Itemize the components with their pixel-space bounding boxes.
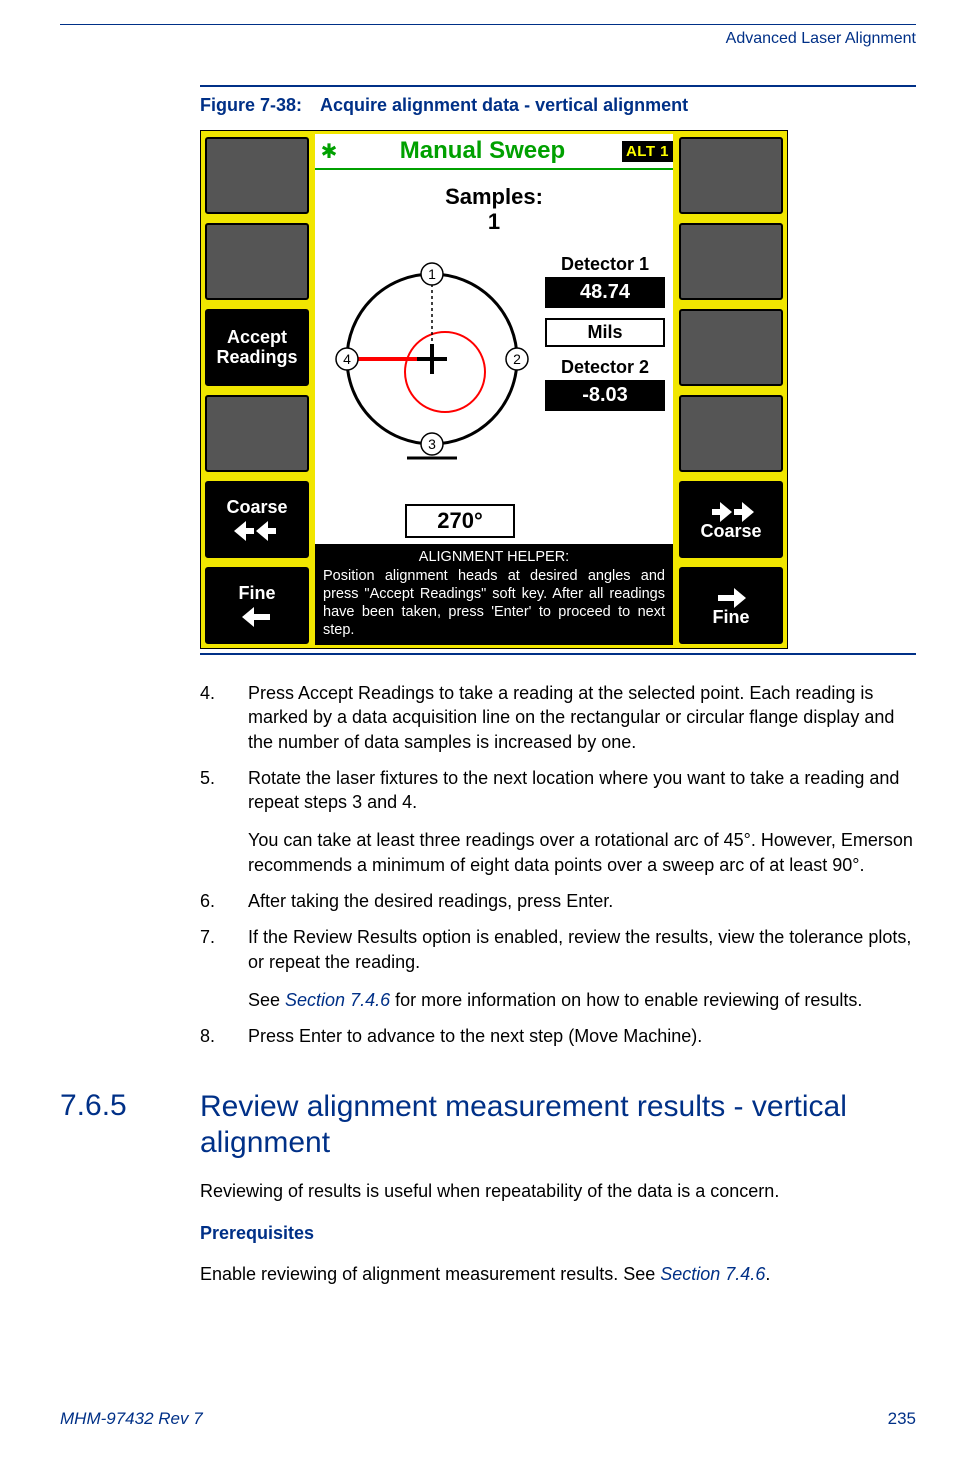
detector-1-label: Detector 1 [545, 254, 665, 275]
footer-doc-id: MHM-97432 Rev 7 [60, 1409, 203, 1429]
step-7-text-b-post: for more information on how to enable re… [390, 990, 862, 1010]
double-arrow-right-icon [708, 502, 754, 522]
step-7-text-b-pre: See [248, 990, 285, 1010]
figure-caption: Figure 7-38: Acquire alignment data - ver… [200, 95, 916, 116]
step-5-number: 5. [200, 766, 248, 877]
step-6-key: Enter [566, 891, 608, 911]
step-8-number: 8. [200, 1024, 248, 1048]
coarse-left-label: Coarse [226, 498, 287, 518]
procedure-steps: 4. Press Accept Readings to take a readi… [200, 681, 916, 1049]
section-title: Review alignment measurement results - v… [200, 1089, 916, 1161]
section-number: 7.6.5 [60, 1089, 200, 1161]
angle-readout: 270° [405, 504, 515, 538]
step-6-text-a: After taking the desired readings, press [248, 891, 566, 911]
step-4-text-a: Press [248, 683, 298, 703]
figure-caption-title: Acquire alignment data - vertical alignm… [320, 95, 688, 115]
softkey-right-1[interactable] [679, 137, 783, 214]
device-screen: ✱ Manual Sweep ALT 1 Samples: 1 [315, 134, 673, 645]
alignment-dial: 1 2 3 4 [327, 254, 537, 464]
samples-readout: Samples: 1 [315, 184, 673, 235]
fine-right-button[interactable]: Fine [679, 567, 783, 644]
figure-bottom-rule [200, 653, 916, 655]
detector-2-label: Detector 2 [545, 357, 665, 378]
step-5: 5. Rotate the laser fixtures to the next… [200, 766, 916, 877]
section-link-7-4-6[interactable]: Section 7.4.6 [285, 990, 390, 1010]
figure-top-rule [200, 85, 916, 87]
title-underline [315, 168, 673, 170]
fine-right-label: Fine [712, 608, 749, 628]
step-7-text-a: If the Review Results option is enabled,… [248, 925, 916, 974]
arrow-right-icon [716, 588, 746, 608]
helper-title: ALIGNMENT HELPER: [323, 548, 665, 566]
step-7: 7. If the Review Results option is enabl… [200, 925, 916, 1012]
section-intro: Reviewing of results is useful when repe… [200, 1179, 916, 1203]
step-7-number: 7. [200, 925, 248, 1012]
svg-text:4: 4 [343, 351, 351, 367]
prereq-text-post: . [765, 1264, 770, 1284]
step-5-text-b: You can take at least three readings ove… [248, 828, 916, 877]
figure-caption-prefix: Figure 7-38: [200, 95, 302, 115]
alignment-helper: ALIGNMENT HELPER: Position alignment hea… [315, 544, 673, 645]
step-8-text-a: Press [248, 1026, 299, 1046]
fine-left-button[interactable]: Fine [205, 567, 309, 644]
prerequisites-heading: Prerequisites [200, 1223, 916, 1244]
fine-left-label: Fine [238, 584, 275, 604]
step-8: 8. Press Enter to advance to the next st… [200, 1024, 916, 1048]
softkey-left-4[interactable] [205, 395, 309, 472]
accept-readings-label-2: Readings [216, 348, 297, 368]
softkey-right-4[interactable] [679, 395, 783, 472]
double-arrow-left-icon [234, 521, 280, 541]
step-6-number: 6. [200, 889, 248, 913]
step-4-number: 4. [200, 681, 248, 754]
coarse-right-button[interactable]: Coarse [679, 481, 783, 558]
softkey-left-2[interactable] [205, 223, 309, 300]
step-5-text-a: Rotate the laser fixtures to the next lo… [248, 766, 916, 815]
section-heading: 7.6.5 Review alignment measurement resul… [60, 1089, 916, 1161]
coarse-right-label: Coarse [700, 522, 761, 542]
status-icon: ✱ [315, 139, 343, 164]
detector-1-value: 48.74 [545, 277, 665, 308]
accept-readings-button[interactable]: Accept Readings [205, 309, 309, 386]
samples-label: Samples: [315, 184, 673, 209]
svg-text:1: 1 [428, 266, 436, 282]
detector-column: Detector 1 48.74 Mils Detector 2 -8.03 [545, 254, 665, 421]
footer-page-number: 235 [888, 1409, 916, 1429]
helper-body: Position alignment heads at desired angl… [323, 567, 665, 640]
detector-2-value: -8.03 [545, 380, 665, 411]
step-6: 6. After taking the desired readings, pr… [200, 889, 916, 913]
softkey-left-1[interactable] [205, 137, 309, 214]
svg-text:3: 3 [428, 436, 436, 452]
step-8-key: Enter [299, 1026, 342, 1046]
arrow-left-icon [242, 607, 272, 627]
device-screenshot: Accept Readings Coarse Fine Coarse Fine [200, 130, 788, 649]
header-rule [60, 24, 916, 25]
samples-value: 1 [315, 209, 673, 234]
accept-readings-label-1: Accept [227, 328, 287, 348]
softkey-right-2[interactable] [679, 223, 783, 300]
step-6-text-b: . [608, 891, 613, 911]
svg-text:2: 2 [513, 351, 521, 367]
units-readout: Mils [545, 318, 665, 347]
softkey-right-3[interactable] [679, 309, 783, 386]
header-breadcrumb: Advanced Laser Alignment [726, 30, 916, 48]
prerequisites-text: Enable reviewing of alignment measuremen… [200, 1262, 916, 1286]
screen-title: Manual Sweep [343, 137, 622, 165]
step-4-key: Accept Readings [298, 683, 434, 703]
section-link-7-4-6-b[interactable]: Section 7.4.6 [660, 1264, 765, 1284]
prereq-text-pre: Enable reviewing of alignment measuremen… [200, 1264, 660, 1284]
step-8-text-b: to advance to the next step (Move Machin… [342, 1026, 702, 1046]
alt-badge: ALT 1 [622, 141, 673, 162]
step-4: 4. Press Accept Readings to take a readi… [200, 681, 916, 754]
coarse-left-button[interactable]: Coarse [205, 481, 309, 558]
